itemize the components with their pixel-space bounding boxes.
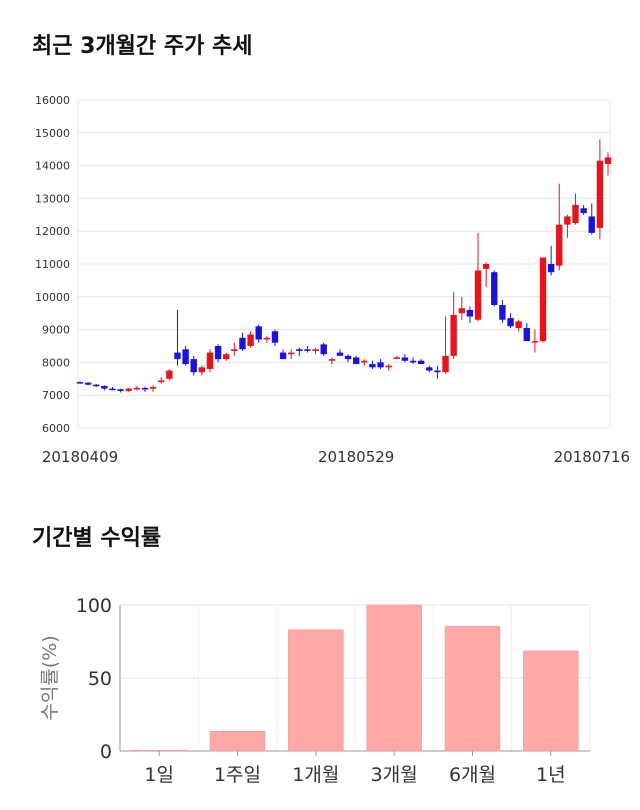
candle-body [572,204,579,223]
candle-body [417,360,425,365]
candle-body [288,352,295,355]
candle-body [125,388,132,391]
candle-body [393,357,400,359]
candle-body [596,160,604,228]
candle-body [409,360,417,363]
candle-body [231,349,238,351]
candle-body [580,208,587,214]
x-tick-label: 20180716 [554,448,630,466]
candle-body [401,357,409,361]
bar-6개월 [444,625,501,752]
y-tick-label: 13000 [35,192,70,205]
candle-body [539,257,547,342]
bar-1년 [523,650,579,752]
candle-body [442,355,449,373]
candle-body [474,270,482,320]
candle-body [141,387,149,390]
candle-body [361,360,368,363]
candle-body [320,344,327,355]
y-tick-label: 8000 [42,356,70,369]
candle-body [109,388,116,391]
candle-body [214,346,222,360]
candle-body [304,349,311,351]
candle-body [523,327,530,342]
candle-body [515,321,522,328]
candle-body [84,382,92,385]
candle-body [556,224,563,266]
candle-body [369,364,376,368]
y-tick-label: 7000 [42,389,70,402]
candle-body [166,370,173,379]
candle-body [296,349,303,351]
candle-body [458,308,465,314]
y-tick-label: 100 [76,595,112,617]
x-tick-label: 1주일 [214,764,261,786]
y-tick-label: 9000 [42,324,70,337]
x-tick-label: 20180529 [318,448,394,466]
y-axis-label: 수익률(%) [39,635,61,720]
candle-body [531,341,539,343]
candle-body [93,384,100,387]
x-tick-label: 1개월 [292,764,339,786]
y-tick-label: 0 [100,741,112,763]
candle-body [466,309,474,317]
candle-body [271,331,279,343]
candle-body [328,359,336,361]
candle-body [336,352,344,356]
x-tick-label: 1일 [144,764,174,786]
candle-body [547,264,555,273]
candle-body [149,387,157,389]
candle-body [279,352,287,360]
candle-body [377,362,384,368]
x-tick-label: 3개월 [371,764,418,786]
candle-body [312,349,319,351]
candle-body [101,386,108,389]
bar-1주일 [209,730,266,752]
candle-body [76,382,84,384]
x-tick-label: 20180409 [42,448,118,466]
candle-body [117,389,124,391]
candle-body [426,367,433,371]
candle-body [507,318,514,327]
candle-body [385,365,392,368]
candle-body [158,380,165,383]
candle-body [247,334,254,346]
y-tick-label: 50 [88,668,112,690]
candle-body [482,264,490,269]
candle-body [239,337,246,350]
y-tick-label: 11000 [35,258,70,271]
x-tick-label: 6개월 [449,764,496,786]
x-tick-label: 1년 [536,764,566,786]
price-trend-title: 최근 3개월간 주가 추세 [32,34,253,59]
candle-body [434,370,441,373]
y-tick-label: 10000 [35,291,70,304]
candle-body [255,326,262,340]
candlestick-chart: 6000 7000 8000 9000 10000 11000 12000 13000 1400… [35,94,630,466]
candle-body [491,272,498,305]
candle-body [198,367,206,373]
bar-1개월 [288,629,344,752]
candle-body [223,354,230,360]
y-tick-label: 15000 [35,127,70,140]
candle-body [206,352,214,369]
bar-3개월 [366,604,422,752]
candle-body [450,314,457,356]
candle-body [588,216,595,233]
y-tick-label: 12000 [35,225,70,238]
candle-body [499,305,506,320]
candle-body [564,216,571,225]
candle-body [133,387,141,390]
y-tick-label: 16000 [35,94,70,107]
candle-body [352,357,360,365]
candle-body [182,349,189,365]
return-bar-chart: 0 50 100 1일 1주일 1개월 3개월 6개월 1년 수익률(%) [39,595,591,786]
candle-body [263,337,271,340]
candle-body [604,157,612,164]
candle-body [344,355,352,360]
candle-body [190,359,197,373]
y-tick-label: 6000 [42,422,70,435]
period-return-title: 기간별 수익률 [32,526,162,551]
y-tick-label: 14000 [35,160,70,173]
candle-body [174,352,181,360]
